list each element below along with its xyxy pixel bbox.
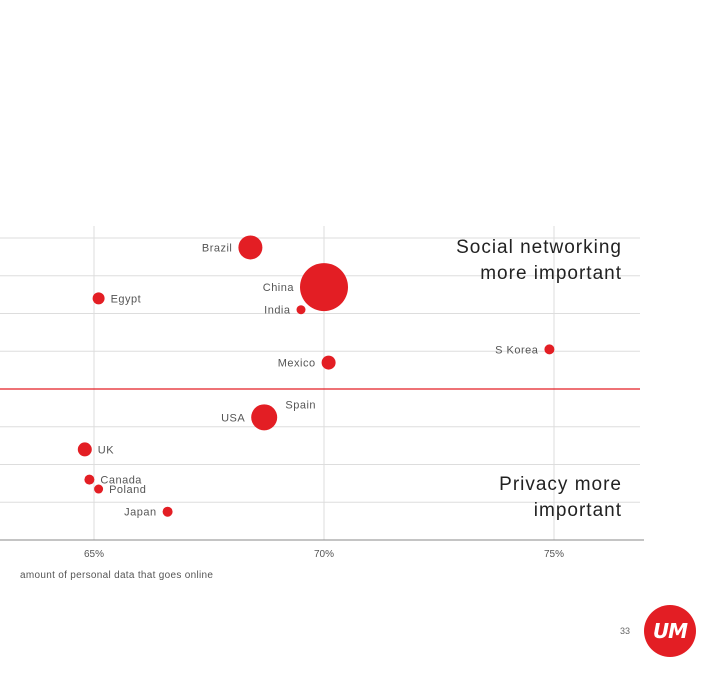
data-point-japan: [162, 506, 173, 517]
data-label-canada: Canada: [100, 475, 142, 487]
annotation-top-line: Social networking: [456, 237, 622, 258]
x-axis-ticks: 65% 70% 75%: [84, 549, 564, 560]
data-point-mexico: [321, 355, 336, 370]
data-point-poland: [94, 484, 104, 494]
data-point-canada: [84, 474, 95, 485]
um-logo: UM: [644, 605, 696, 657]
data-label-india: India: [264, 305, 291, 317]
data-label-spain: Spain: [285, 400, 316, 412]
annotation-bottom-line: Privacy more: [499, 474, 622, 495]
data-label-mexico: Mexico: [278, 358, 316, 370]
data-point-egypt: [92, 292, 105, 305]
x-axis-label: amount of personal data that goes online: [20, 570, 214, 581]
data-point-uk: [77, 442, 92, 457]
data-label-usa: USA: [221, 412, 245, 424]
annotations: Social networking more important Privacy m…: [456, 237, 622, 521]
data-point-s-korea: [544, 344, 555, 355]
annotation-bottom-line: important: [534, 500, 622, 521]
data-point-usa: [251, 404, 278, 431]
annotation-top-line: more important: [480, 263, 622, 284]
data-point-china: [300, 263, 348, 312]
data-point-india: [296, 305, 306, 315]
data-label-brazil: Brazil: [202, 242, 233, 254]
x-tick-label: 65%: [84, 549, 104, 560]
x-tick-label: 75%: [544, 549, 564, 560]
data-label-uk: UK: [98, 444, 114, 456]
logo-text: UM: [652, 619, 688, 643]
x-tick-label: 70%: [314, 549, 334, 560]
page-number: 33: [619, 626, 630, 636]
data-label-japan: Japan: [124, 507, 156, 519]
data-label-china: China: [263, 282, 295, 294]
data-label-poland: Poland: [109, 484, 146, 496]
data-label-s-korea: S Korea: [495, 344, 539, 356]
data-point-brazil: [238, 235, 263, 260]
data-label-egypt: Egypt: [111, 293, 142, 305]
data-points: Brazil China India Egypt S Korea Mexico Spain U…: [77, 235, 555, 519]
